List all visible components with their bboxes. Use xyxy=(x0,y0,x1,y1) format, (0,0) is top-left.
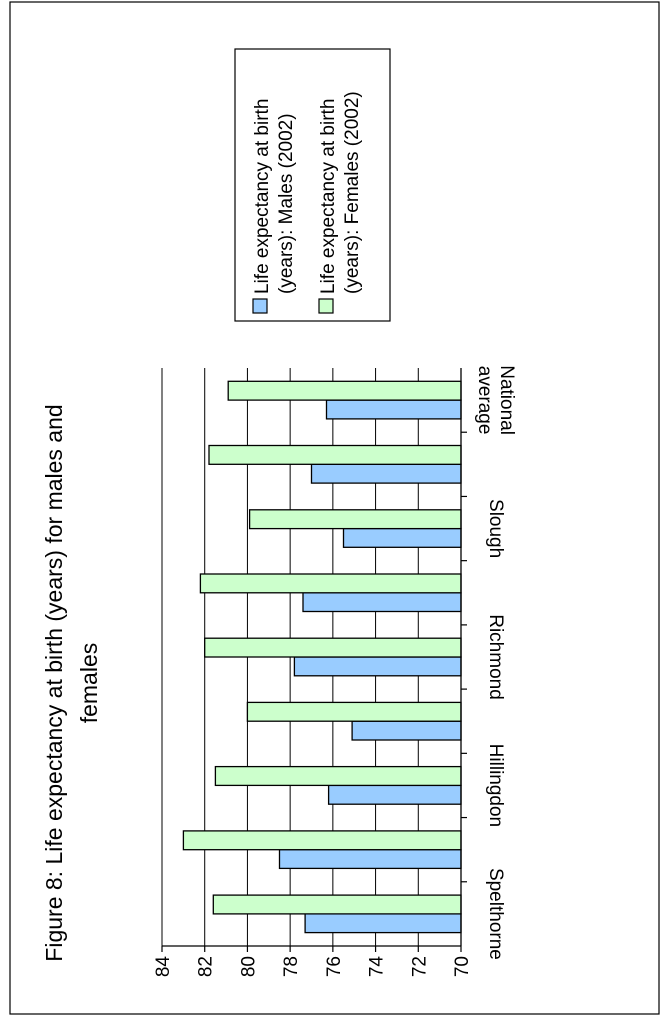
category-label-line: Hillingdon xyxy=(485,744,506,827)
category-label: Spelthorne xyxy=(485,868,506,960)
value-tick-label: 76 xyxy=(324,956,345,977)
bar-series-2-item-4 xyxy=(246,701,462,722)
category-label-line: National xyxy=(496,365,517,435)
bar-series-1-item-1 xyxy=(304,913,462,934)
bar-series-2-item-5 xyxy=(204,637,462,658)
value-tick-label: 82 xyxy=(196,956,217,977)
category-label: Hillingdon xyxy=(485,744,506,827)
value-tick-label: 84 xyxy=(153,956,174,978)
category-label: Richmond xyxy=(485,614,506,700)
bar-series-2-item-1 xyxy=(212,894,462,915)
bar-series-1-item-2 xyxy=(278,848,462,870)
bar-series-1-item-8 xyxy=(310,463,462,484)
bar-series-1-item-3 xyxy=(327,784,462,805)
legend-label-line: (years): Females (2002) xyxy=(342,91,363,294)
bar-series-2-item-3 xyxy=(214,765,462,787)
category-label-line: average xyxy=(474,366,495,435)
legend-label-line: (years): Males (2002) xyxy=(276,113,297,294)
bar-series-1-item-7 xyxy=(342,527,462,548)
value-tick-label: 70 xyxy=(452,956,473,977)
value-tick-label: 78 xyxy=(281,956,302,977)
bar-series-1-item-9 xyxy=(325,399,462,420)
bar-series-2-item-6 xyxy=(199,573,462,594)
category-label-line: Spelthorne xyxy=(485,868,506,960)
value-tick-label: 80 xyxy=(238,956,259,977)
legend-swatch xyxy=(318,298,334,314)
bar-series-2-item-2 xyxy=(182,830,462,851)
category-label-line: Slough xyxy=(485,499,506,558)
legend-box xyxy=(234,48,391,322)
legend-label-line: Life expectancy at birth xyxy=(318,99,339,294)
category-label: Slough xyxy=(485,499,506,558)
value-tick-label: 74 xyxy=(367,956,388,978)
bar-series-1-item-6 xyxy=(302,592,462,613)
legend-label-line: Life expectancy at birth xyxy=(252,99,273,294)
legend-swatch xyxy=(252,298,268,314)
category-label-line: Richmond xyxy=(485,614,506,700)
bar-series-2-item-8 xyxy=(208,444,462,465)
bar-series-1-item-4 xyxy=(351,720,462,741)
bar-series-1-item-5 xyxy=(293,656,462,677)
chart-title-line: Figure 8: Life expectancy at birth (year… xyxy=(41,404,67,961)
value-tick-label: 72 xyxy=(409,956,430,977)
chart-title-line: females xyxy=(76,643,102,724)
bar-series-2-item-9 xyxy=(227,380,462,401)
bar-series-2-item-7 xyxy=(248,509,462,530)
